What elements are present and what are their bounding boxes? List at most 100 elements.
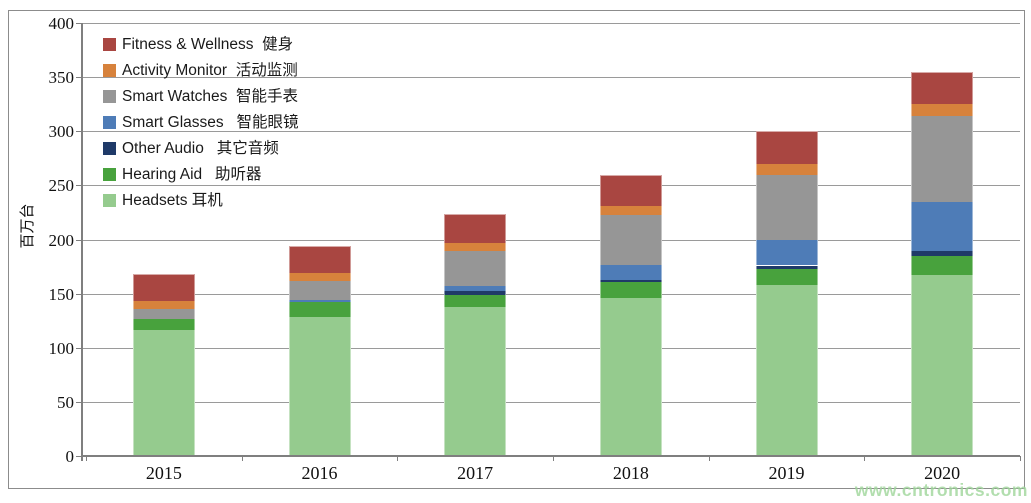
legend-swatch-smart-watches [103,89,116,103]
bar-2019-segment-fitness-wellness [755,131,818,164]
legend-label-other-audio: Other Audio 其它音频 [122,139,279,157]
bar-2020-segment-hearing-aid [911,255,974,276]
x-tick-0 [86,456,87,461]
legend-item-fitness-wellness: Fitness & Wellness 健身 [103,31,299,57]
y-tick-300 [76,131,82,133]
bar-2020-segment-activity-monitor [911,104,974,117]
x-tick-label-2015: 2015 [145,463,182,483]
gridline-100 [82,347,1020,349]
legend-item-other-audio: Other Audio 其它音频 [103,135,299,161]
legend-label-smart-glasses: Smart Glasses 智能眼镜 [122,113,299,131]
legend-label-fitness-wellness: Fitness & Wellness 健身 [122,35,294,53]
y-tick-label-400: 400 [48,14,75,33]
y-tick-label-350: 350 [48,68,75,88]
bar-2016-segment-activity-monitor [288,273,351,281]
bar-2020-segment-smart-glasses [911,201,974,252]
x-tick-2 [397,456,399,461]
bar-2020-segment-other-audio [911,251,974,256]
y-tick-label-250: 250 [48,176,75,196]
x-tick-label-2019: 2019 [768,463,805,483]
bar-2020 [911,71,974,456]
bar-2015 [132,274,195,456]
bar-2015-segment-smart-watches [132,308,195,319]
y-tick-150 [76,293,82,295]
bar-2019-segment-hearing-aid [755,268,818,285]
gridline-350 [82,77,1020,79]
y-tick-label-150: 150 [48,284,75,304]
bar-2016 [288,245,351,456]
bar-2015-segment-hearing-aid [132,318,195,331]
y-tick-100 [76,347,82,349]
gridline-150 [82,293,1020,295]
legend-item-hearing-aid: Hearing Aid 助听器 [103,161,299,187]
y-tick-200 [76,239,82,241]
bar-2018-segment-fitness-wellness [599,174,662,206]
y-tick-350 [76,77,82,79]
bar-2017-segment-other-audio [444,291,507,295]
legend-swatch-headsets [103,193,116,207]
x-tick-label-2017: 2017 [457,463,494,483]
legend-label-activity-monitor: Activity Monitor 活动监测 [122,61,298,79]
bar-2017 [444,213,507,456]
bar-2019-segment-headsets [755,284,818,456]
bar-2017-segment-headsets [444,306,507,456]
gridline-200 [82,239,1020,241]
x-tick-4 [708,456,710,461]
x-tick-5 [864,456,866,461]
x-tick-3 [553,456,554,461]
bar-2017-segment-fitness-wellness [444,213,507,243]
y-tick-label-200: 200 [48,230,75,250]
y-tick-0 [76,456,82,457]
x-tick-6 [1020,456,1021,461]
bar-2020-segment-fitness-wellness [911,71,974,105]
legend-item-smart-watches: Smart Watches 智能手表 [103,83,299,109]
bar-2017-segment-smart-watches [444,251,507,287]
legend-swatch-hearing-aid [103,167,116,181]
bar-2017-segment-smart-glasses [444,286,507,292]
bar-2018 [599,174,662,456]
bar-2019-segment-activity-monitor [755,163,818,175]
bar-2019-segment-other-audio [755,265,818,269]
x-tick-label-2020: 2020 [924,463,961,483]
gridline-400 [82,23,1020,24]
legend-label-hearing-aid: Hearing Aid 助听器 [122,165,262,183]
bar-2018-segment-headsets [599,297,662,456]
bar-2018-segment-smart-glasses [599,265,662,280]
bar-2018-segment-smart-watches [599,214,662,266]
legend: Fitness & Wellness 健身 Activity Monitor 活动… [103,31,299,213]
bar-2015-segment-activity-monitor [132,301,195,309]
legend-swatch-activity-monitor [103,63,116,77]
bar-2018-segment-hearing-aid [599,281,662,298]
bar-2018-segment-activity-monitor [599,205,662,215]
y-tick-label-100: 100 [48,338,75,358]
legend-swatch-smart-glasses [103,115,116,129]
bar-2019 [755,131,818,456]
bar-2020-segment-headsets [911,275,974,456]
bar-2018-segment-other-audio [599,279,662,282]
legend-item-smart-glasses: Smart Glasses 智能眼镜 [103,109,299,135]
y-tick-250 [76,185,82,187]
x-tick-1 [241,456,243,461]
legend-label-headsets: Headsets 耳机 [122,191,223,209]
bar-2015-segment-headsets [132,330,195,456]
x-tick-label-2018: 2018 [612,463,649,483]
bar-2016-segment-hearing-aid [288,302,351,318]
y-tick-label-0: 0 [65,447,75,466]
gridline-250 [82,185,1020,187]
legend-item-headsets: Headsets 耳机 [103,187,299,213]
legend-swatch-other-audio [103,141,116,155]
bar-2016-segment-smart-glasses [288,300,351,303]
y-axis-line [81,23,83,461]
bar-2019-segment-smart-watches [755,174,818,240]
y-tick-400 [76,23,82,24]
y-tick-50 [76,401,82,403]
y-tick-label-50: 50 [57,392,74,412]
bar-2015-segment-fitness-wellness [132,274,195,302]
bar-2016-segment-smart-watches [288,280,351,301]
bar-2017-segment-activity-monitor [444,242,507,252]
gridline-300 [82,131,1020,133]
legend-swatch-fitness-wellness [103,37,116,51]
bar-2017-segment-hearing-aid [444,294,507,307]
gridline-50 [82,401,1020,403]
